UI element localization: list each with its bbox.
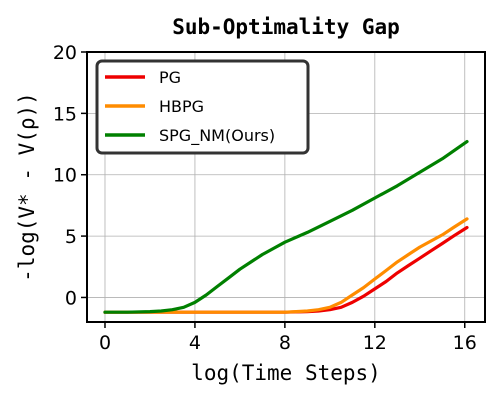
x-tick-label: 12 bbox=[363, 332, 387, 354]
x-tick-label: 16 bbox=[453, 332, 477, 354]
axis-ticks: 0 4 8 12 16 0 5 10 15 20 bbox=[53, 42, 477, 354]
y-axis-label: -log(V* - V(ρ)) bbox=[15, 92, 39, 282]
legend-label-spg-nm-ours: SPG_NM(Ours) bbox=[159, 126, 275, 146]
plot-frame bbox=[86, 51, 486, 323]
legend-label-hbpg: HBPG bbox=[159, 97, 204, 116]
y-tick-label: 20 bbox=[53, 42, 77, 64]
x-tick-label: 4 bbox=[189, 332, 201, 354]
legend-box bbox=[95, 59, 310, 155]
legend-label-pg: PG bbox=[159, 68, 181, 87]
chart-title: Sub-Optimality Gap bbox=[172, 15, 400, 39]
series-lines bbox=[103, 140, 469, 314]
y-tick-label: 10 bbox=[53, 165, 77, 187]
series-line-hbpg bbox=[103, 217, 469, 314]
x-tick-label: 8 bbox=[279, 332, 291, 354]
legend: PG HBPG SPG_NM(Ours) bbox=[95, 59, 310, 155]
y-tick-label: 15 bbox=[53, 103, 77, 125]
y-tick-label: 5 bbox=[65, 226, 77, 248]
y-tick-label: 0 bbox=[65, 287, 77, 309]
x-axis-label: log(Time Steps) bbox=[191, 361, 381, 385]
x-tick-label: 0 bbox=[99, 332, 111, 354]
series-line-spg-nm-ours bbox=[103, 140, 469, 314]
